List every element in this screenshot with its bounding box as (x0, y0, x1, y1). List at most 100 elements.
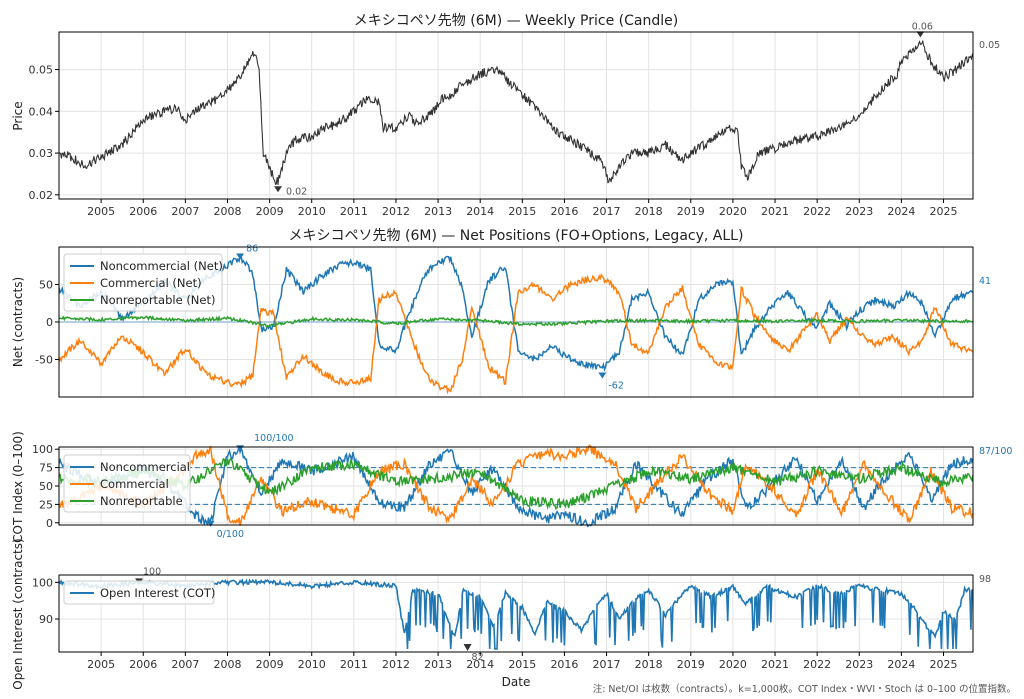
legend-entry: Noncommercial (100, 460, 190, 474)
price-min-marker (274, 186, 283, 193)
xtick-label: 2011 (340, 205, 368, 218)
oi-ylabel: Open Interest (contracts) (11, 538, 25, 689)
xtick-label: 2005 (87, 658, 115, 671)
xtick-label: 2012 (382, 658, 410, 671)
xtick-label: 2014 (466, 205, 494, 218)
ytick-label: 100 (32, 443, 53, 456)
net-title: メキシコペソ先物 (6M) — Net Positions (FO+Option… (289, 228, 744, 244)
price-last-label: 0.05 (979, 40, 1000, 51)
xtick-label: 2009 (256, 658, 284, 671)
price-yticks: 0.02 0.03 0.04 0.05 (29, 64, 59, 202)
footnote: 注: Net/OI は枚数（contracts）。k=1,000枚。COT In… (593, 683, 1016, 695)
oi-min-label: 82 (472, 652, 484, 663)
xtick-label: 2020 (719, 205, 747, 218)
xtick-label: 2016 (550, 658, 578, 671)
legend-entry: Commercial (Net) (100, 276, 202, 290)
xtick-label: 2016 (550, 205, 578, 218)
xtick-label: 2013 (424, 658, 452, 671)
price-plot: 0.06 0.02 0.05 (58, 21, 1000, 197)
xtick-label: 2018 (635, 658, 663, 671)
oi-min-marker (463, 644, 472, 651)
ytick-label: 25 (39, 498, 53, 511)
xtick-label: 2017 (593, 205, 621, 218)
cot-plot: 100/100 0/100 87/100 (58, 433, 1012, 540)
price-title: メキシコペソ先物 (6M) — Weekly Price (Candle) (354, 13, 678, 29)
legend-entry: Noncommercial (Net) (100, 259, 223, 273)
price-max-marker (916, 31, 925, 38)
net-series-line (58, 273, 974, 395)
xtick-label: 2023 (845, 205, 873, 218)
net-min-marker (598, 372, 607, 379)
ytick-label: 0.05 (29, 64, 54, 77)
net-legend: Noncommercial (Net) Commercial (Net) Nonre… (63, 253, 223, 312)
price-ylabel: Price (11, 101, 25, 130)
xtick-label: 2023 (845, 658, 873, 671)
xtick-label: 2007 (171, 205, 199, 218)
cot-min-marker (206, 520, 215, 527)
cot-ylabel: COT Index (0–100) (11, 431, 25, 543)
legend-box (63, 253, 223, 312)
xtick-label: 2022 (803, 205, 831, 218)
net-max-marker (236, 253, 245, 260)
xtick-label: 2005 (87, 205, 115, 218)
xtick-label: 2012 (382, 205, 410, 218)
cot-series-line (58, 446, 974, 528)
ytick-label: 0.03 (29, 147, 54, 160)
price-max-label: 0.06 (912, 21, 933, 32)
ytick-label: 0 (46, 316, 53, 329)
xtick-label: 2024 (887, 658, 915, 671)
xtick-label: 2022 (803, 658, 831, 671)
legend-box (63, 580, 215, 605)
cot-panel: 100/100 0/100 87/100 COT Index (0–100) 0 25… (11, 431, 1012, 543)
legend-entry: Open Interest (COT) (100, 586, 215, 600)
net-min-label: -62 (608, 381, 624, 392)
xtick-label: 2019 (677, 205, 705, 218)
xtick-label: 2019 (677, 658, 705, 671)
oi-last-label: 98 (979, 574, 991, 585)
cot-legend: Noncommercial Commercial Nonreportable (63, 454, 191, 513)
cot-yticks: 0 25 50 75 100 (32, 443, 59, 530)
price-xticks: 2005 2006 2007 2008 2009 2010 2011 2012 2013 2014… (87, 199, 958, 218)
net-series-line (58, 315, 974, 328)
xtick-label: 2013 (424, 205, 452, 218)
ytick-label: 75 (39, 462, 53, 475)
ytick-label: 100 (32, 576, 53, 589)
xtick-label: 2011 (340, 658, 368, 671)
oi-legend: Open Interest (COT) (63, 580, 215, 605)
oi-axes-frame (58, 574, 974, 653)
xtick-label: 2021 (761, 205, 789, 218)
price-grid (59, 32, 973, 199)
legend-entry: Nonreportable (Net) (100, 293, 215, 307)
legend-box (63, 454, 191, 513)
oi-xticks: 2005 2006 2007 2008 2009 2010 2011 2012 2013 2014… (87, 652, 958, 671)
xtick-label: 2009 (256, 205, 284, 218)
xtick-label: 2008 (213, 205, 241, 218)
net-ylabel: Net (contracts) (11, 277, 25, 367)
cot-series-line (58, 457, 974, 511)
ytick-label: 0 (46, 517, 53, 530)
xtick-label: 2015 (508, 658, 536, 671)
cot-max-label: 100/100 (254, 433, 293, 444)
xtick-label: 2006 (129, 658, 157, 671)
xtick-label: 2014 (466, 658, 494, 671)
price-min-label: 0.02 (286, 186, 307, 197)
cot-last-label: 87/100 (979, 446, 1012, 457)
xtick-label: 2024 (887, 205, 915, 218)
net-last-label: 41 (979, 276, 991, 287)
legend-entry: Commercial (100, 477, 169, 491)
price-series-line (58, 39, 974, 186)
price-panel: メキシコペソ先物 (6M) — Weekly Price (Candle) 0.… (11, 13, 1000, 218)
xtick-label: 2010 (298, 205, 326, 218)
cot-min-label: 0/100 (217, 529, 244, 540)
xtick-label: 2018 (635, 205, 663, 218)
ytick-label: -50 (35, 354, 53, 367)
xtick-label: 2006 (129, 205, 157, 218)
xtick-label: 2010 (298, 658, 326, 671)
net-max-label: 86 (246, 244, 258, 255)
ytick-label: 50 (39, 279, 53, 292)
net-yticks: -50 0 50 (35, 279, 59, 367)
xtick-label: 2015 (508, 205, 536, 218)
xtick-label: 2025 (930, 658, 958, 671)
